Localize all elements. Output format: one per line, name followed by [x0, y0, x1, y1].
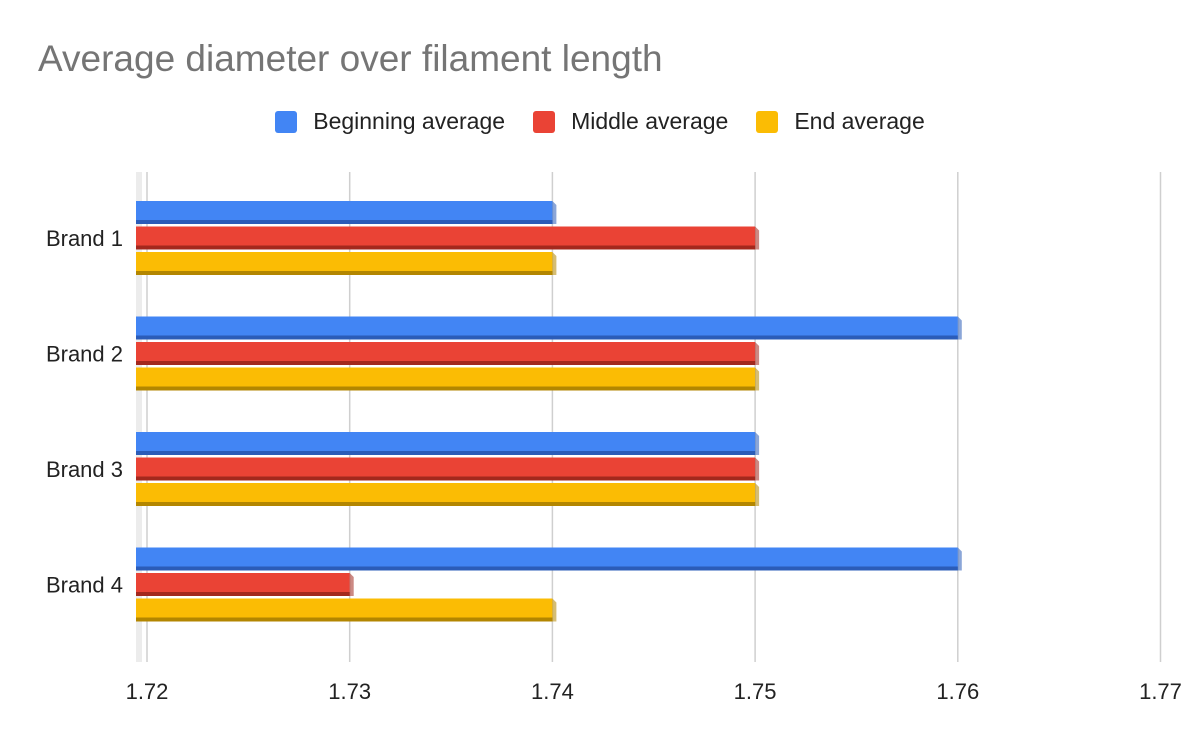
- legend-label-beginning: Beginning average: [313, 108, 506, 134]
- bar-4-2: [136, 573, 354, 596]
- bar-cap: [755, 367, 760, 391]
- bar-face: [136, 201, 553, 224]
- bar-shade: [136, 271, 553, 275]
- bar-shade: [136, 335, 958, 340]
- bar-cap: [755, 457, 760, 481]
- bar-cap: [755, 342, 760, 365]
- bar-shade: [136, 502, 756, 506]
- bar-face: [136, 457, 756, 481]
- x-tick-label: 1.76: [936, 679, 979, 704]
- bar-shade: [136, 386, 756, 391]
- bar-cap: [349, 573, 354, 596]
- bar-4-1: [136, 547, 962, 571]
- bar-shade: [136, 476, 756, 481]
- bar-cap: [755, 226, 760, 250]
- bar-1-1: [136, 201, 557, 224]
- bar-face: [136, 598, 553, 622]
- bar-shade: [136, 592, 350, 596]
- bar-2-1: [136, 316, 962, 340]
- bar-layer: [136, 201, 962, 622]
- bar-cap: [552, 598, 557, 622]
- bar-cap: [957, 316, 962, 340]
- x-tick-label: 1.75: [734, 679, 777, 704]
- bar-shade: [136, 245, 756, 250]
- bar-cap: [957, 547, 962, 571]
- legend-label-end: End average: [794, 108, 925, 134]
- bar-2-2: [136, 342, 760, 365]
- bar-face: [136, 432, 756, 455]
- legend-swatch-middle: [533, 110, 556, 133]
- bar-cap: [552, 252, 557, 275]
- legend-item-middle[interactable]: Middle average: [533, 108, 728, 135]
- bar-face: [136, 342, 756, 365]
- bar-face: [136, 483, 756, 506]
- legend-swatch-end: [756, 110, 779, 133]
- bar-2-3: [136, 367, 760, 391]
- bar-shade: [136, 361, 756, 365]
- legend-swatch-beginning: [275, 110, 298, 133]
- legend: Beginning average Middle average End ave…: [0, 108, 1200, 135]
- bar-face: [136, 573, 350, 596]
- axis-shadow: [136, 172, 142, 662]
- category-label: Brand 2: [46, 342, 123, 367]
- x-tick-label: 1.77: [1139, 679, 1182, 704]
- bar-cap: [755, 483, 760, 506]
- category-label: Brand 1: [46, 226, 123, 251]
- category-label: Brand 3: [46, 457, 123, 482]
- bar-shade: [136, 451, 756, 455]
- bar-shade: [136, 220, 553, 224]
- x-tick-label: 1.72: [126, 679, 169, 704]
- label-layer: 1.72 1.73 1.74 1.75 1.76 1.77 Brand 1 Brand 2 Br…: [46, 226, 1182, 704]
- bar-shade: [136, 617, 553, 622]
- legend-item-beginning[interactable]: Beginning average: [275, 108, 505, 135]
- bar-face: [136, 316, 958, 340]
- bar-face: [136, 226, 756, 250]
- bar-4-3: [136, 598, 557, 622]
- legend-item-end[interactable]: End average: [756, 108, 925, 135]
- bar-1-2: [136, 226, 760, 250]
- category-label: Brand 4: [46, 573, 123, 598]
- chart-title: Average diameter over filament length: [38, 38, 663, 79]
- bar-cap: [552, 201, 557, 224]
- bar-3-3: [136, 483, 760, 506]
- legend-label-middle: Middle average: [571, 108, 729, 134]
- bar-face: [136, 367, 756, 391]
- bar-3-2: [136, 457, 760, 481]
- bar-3-1: [136, 432, 760, 455]
- bar-face: [136, 547, 958, 571]
- bar-face: [136, 252, 553, 275]
- bar-cap: [755, 432, 760, 455]
- bar-shade: [136, 566, 958, 571]
- bar-1-3: [136, 252, 557, 275]
- x-tick-label: 1.74: [531, 679, 574, 704]
- x-tick-label: 1.73: [328, 679, 371, 704]
